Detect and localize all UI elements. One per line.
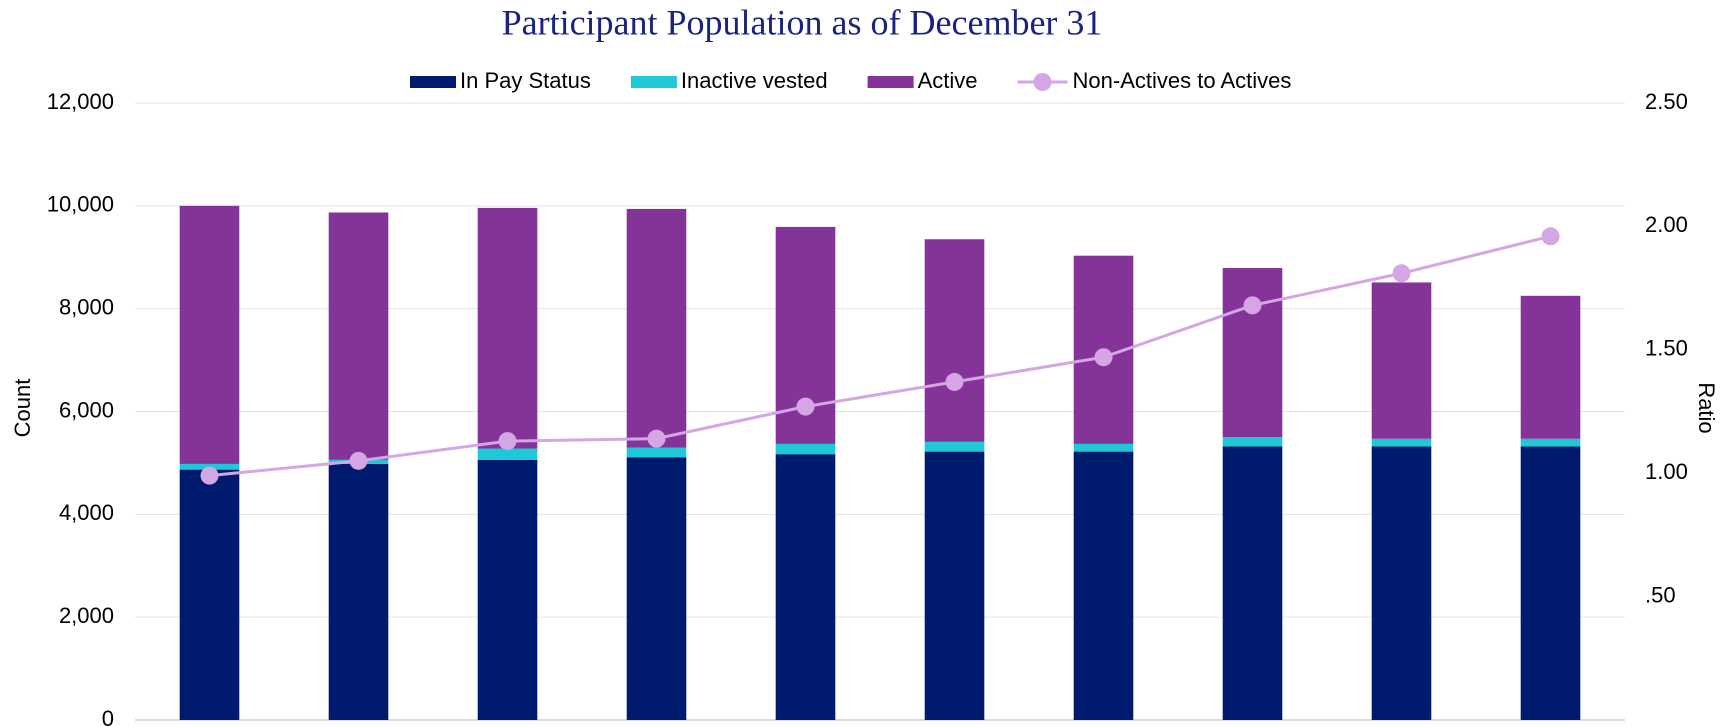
y-tick-label: 4,000 — [59, 500, 114, 525]
chart-title: Participant Population as of December 31 — [502, 2, 1103, 42]
bar — [1371, 282, 1432, 439]
legend-swatch — [1033, 73, 1052, 91]
bar — [179, 205, 240, 464]
bar — [1520, 438, 1581, 447]
legend-label: Active — [918, 68, 978, 93]
bar — [775, 454, 836, 720]
bar — [1520, 446, 1581, 720]
y-axis-label: Count — [10, 379, 35, 438]
bar — [1222, 446, 1283, 720]
bar — [477, 459, 538, 720]
y-tick-label: 6,000 — [59, 397, 114, 422]
y2-tick-label: 2.00 — [1645, 212, 1688, 237]
legend-swatch — [630, 76, 677, 88]
line-marker — [349, 451, 368, 470]
legend-swatch — [410, 76, 456, 88]
bar — [626, 208, 687, 448]
line-marker — [200, 466, 219, 485]
y-tick-label: 10,000 — [47, 192, 114, 217]
bar — [328, 212, 389, 460]
y2-tick-label: 1.00 — [1645, 459, 1688, 484]
bar — [924, 451, 985, 720]
bar — [1222, 268, 1283, 438]
legend-label: In Pay Status — [460, 68, 591, 93]
bar — [1073, 443, 1134, 452]
y2-tick-label: .50 — [1645, 582, 1676, 607]
line-marker — [796, 397, 815, 416]
bar — [1222, 437, 1283, 447]
line-marker — [945, 372, 964, 391]
bar — [626, 447, 687, 458]
y2-tick-label: 1.50 — [1645, 336, 1688, 361]
line-marker — [498, 432, 517, 451]
line-marker — [1541, 227, 1560, 246]
bar — [924, 239, 985, 442]
line-marker — [1243, 296, 1262, 315]
y-tick-label: 0 — [102, 706, 114, 727]
bar — [626, 457, 687, 720]
bar — [1371, 446, 1432, 720]
y-tick-label: 12,000 — [47, 89, 114, 114]
legend-label: Non-Actives to Actives — [1073, 68, 1292, 93]
bar — [1073, 451, 1134, 720]
y-tick-label: 2,000 — [59, 603, 114, 628]
bar — [1520, 295, 1581, 439]
bar — [477, 448, 538, 460]
bar — [179, 469, 240, 720]
legend-swatch — [867, 76, 914, 88]
bar — [477, 207, 538, 449]
line-marker — [1392, 264, 1411, 283]
line — [209, 234, 1551, 478]
bar — [924, 441, 985, 452]
y2-tick-label: 2.50 — [1645, 89, 1688, 114]
y-tick-label: 8,000 — [59, 294, 114, 319]
bar — [775, 443, 836, 455]
legend-label: Inactive vested — [681, 68, 828, 93]
bar — [1371, 438, 1432, 447]
line-marker — [1094, 348, 1113, 367]
y2-axis-label: Ratio — [1694, 382, 1719, 433]
line-marker — [647, 429, 666, 448]
bar — [328, 463, 389, 720]
